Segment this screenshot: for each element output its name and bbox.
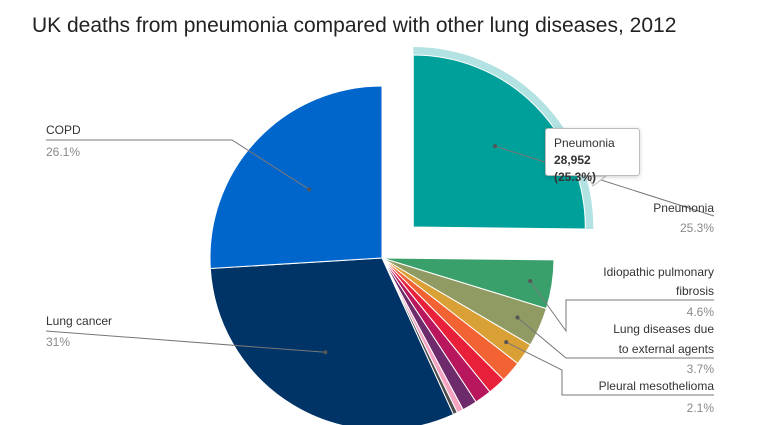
chart-title: UK deaths from pneumonia compared with o…	[32, 14, 677, 37]
label-external-name-line1: Lung diseases due	[613, 322, 714, 336]
leader-line-lung-cancer	[45, 330, 326, 353]
tooltip-pointer	[587, 175, 608, 187]
leader-dot-lung-cancer	[323, 350, 328, 355]
label-mesothelioma-name: Pleural mesothelioma	[599, 379, 715, 393]
leader-line-copd	[46, 139, 310, 190]
leader-dot-pneumonia	[493, 144, 498, 149]
pie-slice-pneumonia[interactable]	[412, 54, 586, 230]
label-ipf-pct: 4.6%	[687, 305, 715, 319]
label-ipf-name-line2: fibrosis	[676, 284, 714, 298]
leader-dot-external	[515, 315, 520, 320]
leader-dot-mesothelioma	[504, 340, 509, 345]
label-ipf-name-line1: Idiopathic pulmonary	[603, 265, 714, 279]
label-lung-cancer-name: Lung cancer	[46, 314, 112, 328]
tooltip-value: 28,952 (25.3%)	[554, 153, 597, 184]
label-external-name-line2: to external agents	[619, 342, 714, 356]
tooltip: Pneumonia 28,952 (25.3%)	[545, 128, 640, 184]
leader-line-pneumonia	[494, 145, 715, 217]
label-copd-name: COPD	[46, 123, 81, 137]
pie-slice-copd[interactable]	[209, 85, 383, 270]
leader-line-external	[517, 317, 714, 359]
label-copd-pct: 26.1%	[46, 145, 80, 159]
label-external-pct: 3.7%	[687, 362, 715, 376]
leader-line-ipf	[529, 280, 714, 333]
label-lung-cancer-pct: 31%	[46, 335, 70, 349]
pie-slice-lung-cancer[interactable]	[209, 257, 455, 425]
leader-dot-ipf	[528, 279, 533, 284]
tooltip-label: Pneumonia	[554, 136, 615, 150]
leader-dot-copd	[307, 187, 312, 192]
label-pneumonia-pct: 25.3%	[680, 221, 714, 235]
leader-line-mesothelioma	[505, 341, 714, 396]
label-mesothelioma-pct: 2.1%	[687, 401, 715, 415]
label-pneumonia-name: Pneumonia	[653, 201, 714, 215]
